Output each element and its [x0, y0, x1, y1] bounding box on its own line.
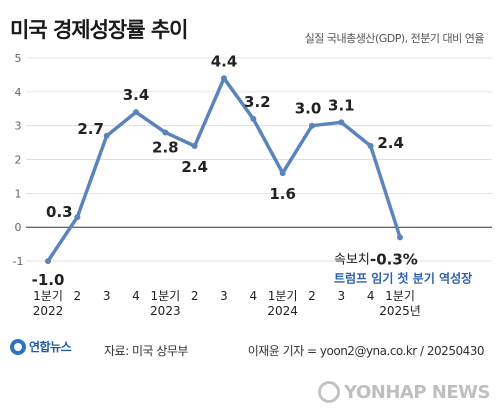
data-label: -1.0	[32, 271, 65, 289]
annotation-note: 트럼프 임기 첫 분기 역성장	[334, 270, 472, 285]
data-point	[191, 143, 198, 149]
x-tick-label: 2	[74, 289, 82, 303]
data-point	[250, 115, 257, 122]
x-tick-label: 3	[103, 289, 111, 303]
data-point	[397, 234, 403, 241]
annotation-layer: 속보치 -0.3% 트럼프 임기 첫 분기 역성장	[334, 250, 472, 285]
x-tick-label: 3	[338, 289, 346, 303]
data-label: 4.4	[211, 52, 238, 70]
x-tick-label: 1분기	[33, 289, 63, 303]
data-label: 1.6	[269, 185, 296, 203]
x-tick-label: 2	[191, 289, 199, 303]
data-label: 2.4	[377, 134, 404, 152]
x-tick-label: 2024	[267, 304, 298, 318]
data-point	[103, 132, 110, 139]
x-tick-label: 2022	[33, 304, 64, 318]
data-point	[221, 75, 227, 82]
x-tick-label: 3	[220, 289, 228, 303]
annotation-value: -0.3%	[370, 250, 418, 268]
data-point	[45, 258, 51, 265]
data-label: 2.7	[77, 120, 104, 138]
series-layer	[45, 75, 403, 265]
data-label: 0.3	[46, 203, 73, 221]
credit-note: 이재윤 기자 = yoon2@yna.co.kr / 20250430	[247, 344, 485, 358]
data-point	[279, 170, 286, 177]
data-point	[309, 122, 315, 129]
yonhap-logo-icon	[10, 338, 26, 355]
y-tick-label: 5	[15, 52, 22, 65]
header: 미국 경제성장률 추이 실질 국내총생산(GDP), 전분기 대비 연율	[0, 0, 500, 60]
x-tick-label: 1분기	[150, 289, 180, 303]
y-tick-label: -1	[13, 255, 24, 268]
y-tick-label: 2	[15, 154, 22, 167]
data-label: 3.2	[244, 93, 271, 111]
data-label-layer: -1.00.32.73.42.82.44.43.21.63.0 3.12.4	[32, 52, 404, 289]
chart-subtitle: 실질 국내총생산(GDP), 전분기 대비 연율	[304, 32, 485, 45]
yonhap-watermark: YONHAP NEWS	[318, 381, 490, 403]
data-point	[74, 214, 81, 221]
y-tick-label: 4	[15, 86, 22, 99]
watermark-icon	[318, 381, 341, 403]
data-label: 3.0	[295, 100, 322, 118]
data-point	[338, 119, 345, 126]
data-point	[367, 143, 374, 149]
x-tick-label: 1분기	[385, 289, 415, 303]
y-tick-label: 0	[15, 221, 22, 234]
data-label: 3.4	[123, 86, 150, 104]
yonhap-logo-text: 연합뉴스	[29, 340, 72, 354]
x-tick-label: 4	[132, 289, 140, 303]
data-point	[133, 109, 139, 116]
x-tick-label: 2025년	[379, 304, 421, 318]
x-tick-label: 4	[367, 289, 375, 303]
y-tick-label: 3	[15, 120, 22, 133]
data-label: 2.8	[152, 138, 179, 156]
y-tick-label: 1	[15, 187, 22, 200]
annotation-prefix: 속보치	[334, 252, 370, 267]
grid-layer	[26, 57, 492, 262]
watermark-text: YONHAP NEWS	[344, 381, 490, 403]
data-label: 2.4	[181, 158, 208, 176]
source-note: 자료: 미국 상무부	[104, 344, 188, 358]
data-point	[162, 129, 169, 136]
chart-title: 미국 경제성장률 추이	[10, 18, 189, 42]
data-label: 3.1	[328, 96, 355, 114]
x-tick-label: 1분기	[268, 289, 298, 303]
yonhap-logo: 연합뉴스	[10, 338, 72, 355]
x-tick-label: 2023	[150, 304, 181, 318]
x-tick-label: 4	[250, 289, 258, 303]
x-tick-label: 2	[308, 289, 316, 303]
